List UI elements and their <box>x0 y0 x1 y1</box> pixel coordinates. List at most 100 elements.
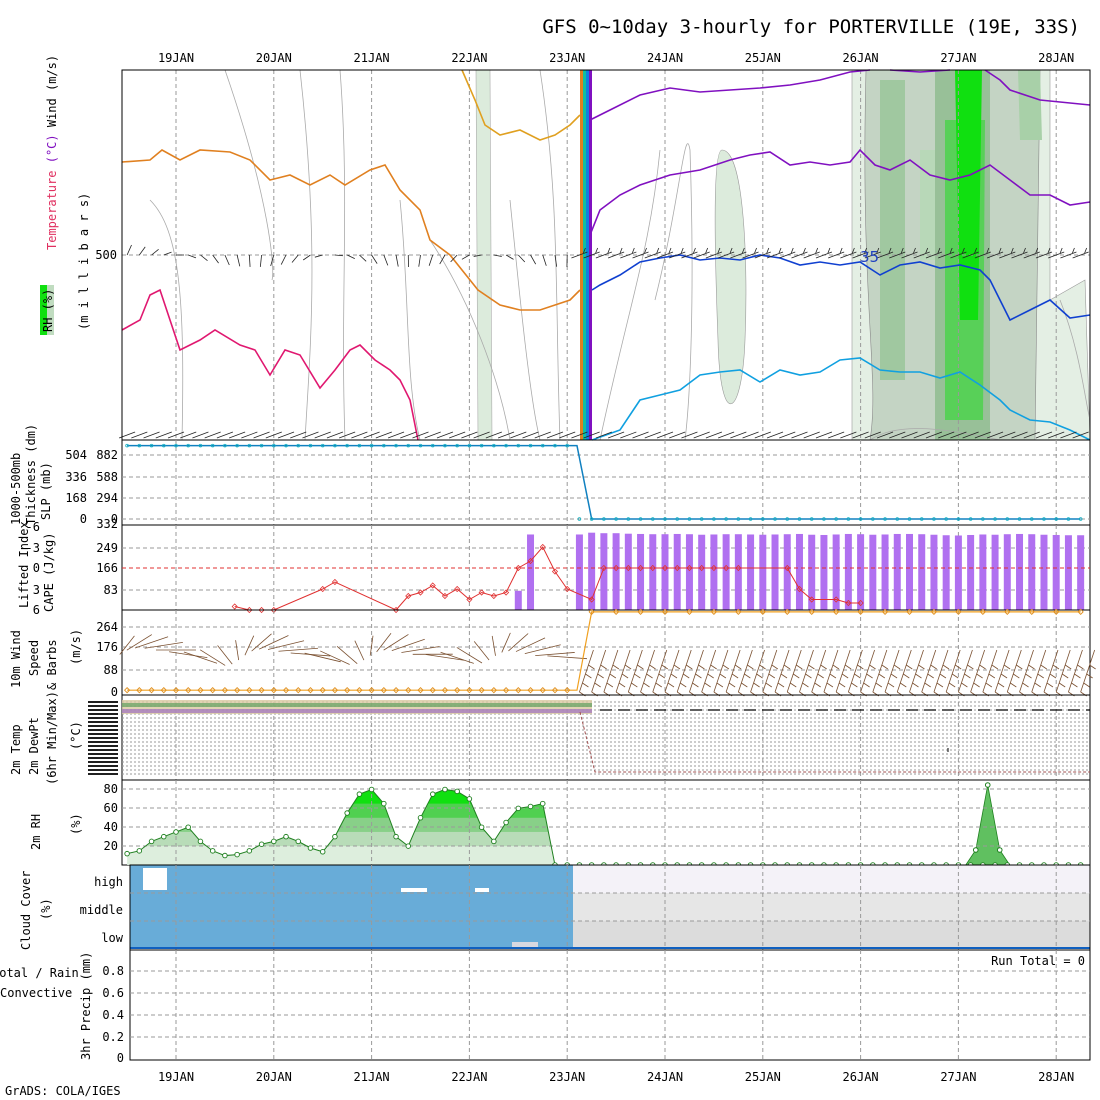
upper-wind-barb-feather <box>864 247 867 254</box>
upper-wind-barb <box>473 254 482 257</box>
cape-bar <box>600 533 608 610</box>
li-point <box>503 589 510 596</box>
lower-wind-barb <box>449 431 466 439</box>
upper-wind-barb-feather <box>644 247 647 254</box>
li-point <box>319 585 326 593</box>
slp-point <box>540 443 545 448</box>
wind-speed-point <box>515 687 522 694</box>
lower-wind-barb <box>534 431 551 439</box>
wind-barb-feather <box>979 664 986 670</box>
upper-wind-barb <box>754 251 771 259</box>
cloud-low-later <box>573 921 1090 948</box>
date-label-top: 20JAN <box>256 51 292 65</box>
wind-speed-point <box>356 687 363 694</box>
slp-point <box>492 443 496 448</box>
wind-barb <box>320 650 350 665</box>
temp2m-label-2: 2m DewPt <box>27 717 41 775</box>
wind-barb-feather <box>585 673 592 679</box>
cape-li-panel: -6 -3 0 3 6 332 249 166 83 Lifted Index CAPE (J… <box>17 517 1091 617</box>
wind-barb <box>1043 649 1059 693</box>
tick-label: 332 <box>96 517 118 531</box>
cape-bar <box>991 534 999 610</box>
upper-wind-barb <box>681 251 698 259</box>
date-label-top: 27JAN <box>940 51 976 65</box>
wind-barb-feather <box>618 682 626 688</box>
cape-bar <box>820 534 828 610</box>
rh2m-spike-point <box>984 782 991 788</box>
slp-point <box>968 517 973 521</box>
date-label-top: 21JAN <box>354 51 390 65</box>
temp2m-unit: (°C) <box>69 721 83 750</box>
slp-point <box>699 517 704 521</box>
wind-barb <box>945 649 961 693</box>
wind-speed-point <box>490 687 497 694</box>
upper-wind-barb <box>280 254 287 265</box>
upper-wind-barb <box>346 254 355 260</box>
cape-bar <box>954 535 962 610</box>
upper-y-labels: Temperature (°C) Wind (m/s) (m i l l i b… <box>40 55 91 335</box>
cape-bar <box>527 534 535 610</box>
wind-speed-point <box>417 687 424 694</box>
rh2m-point <box>124 850 130 857</box>
lower-wind-barb <box>522 431 539 439</box>
cape-bar <box>881 534 889 610</box>
wind-barb-feather <box>765 682 773 688</box>
slp-point <box>382 443 386 448</box>
rh2m-point <box>429 791 436 797</box>
lower-wind-barb <box>766 431 784 439</box>
upper-wind-barb <box>236 254 241 267</box>
rh2m-point <box>527 803 534 810</box>
tick-label: 83 <box>104 583 118 597</box>
upper-wind-barb <box>518 254 526 263</box>
slp-point <box>418 443 423 448</box>
wind-speed-point <box>1053 608 1060 615</box>
wind-barb <box>376 632 392 653</box>
lower-wind-barb <box>473 431 490 439</box>
upper-wind-barb <box>815 251 833 259</box>
wind-speed-point <box>466 687 473 694</box>
date-label-top: 22JAN <box>451 51 487 65</box>
slp-point <box>467 443 472 448</box>
slp-point <box>161 443 166 448</box>
upper-wind-barb-feather <box>839 247 843 254</box>
upper-wind-barb <box>791 251 808 259</box>
wind-barb <box>134 636 169 649</box>
upper-wind-barb-feather <box>741 247 745 254</box>
wind-barb-feather <box>817 673 824 679</box>
date-label-top: 26JAN <box>843 51 879 65</box>
wind-barb-feather <box>759 664 766 670</box>
slp-point <box>981 517 985 521</box>
lower-wind-barb <box>938 431 955 439</box>
wind-barb <box>811 649 827 693</box>
tick-label: -3 <box>26 541 40 555</box>
slp-point <box>785 517 790 521</box>
cloud-level-middle: middle <box>80 903 123 917</box>
lower-wind-barb <box>424 431 441 439</box>
wind-speed-point <box>258 687 265 694</box>
upper-wind-barb-feather <box>766 247 770 254</box>
lower-wind-barb <box>607 431 625 439</box>
tick-label: 0 <box>33 561 40 575</box>
lower-wind-barb <box>681 431 698 439</box>
slp-point <box>589 517 594 521</box>
cape-bar <box>942 535 950 610</box>
lower-wind-barb <box>791 431 808 439</box>
wind-barb <box>354 640 365 661</box>
slp-point <box>834 517 838 521</box>
lower-wind-barb <box>571 431 588 439</box>
upper-wind-barb-feather <box>913 247 916 254</box>
upper-wind-barb-feather <box>937 247 941 254</box>
lower-wind-barb <box>180 431 197 439</box>
tick-500: 500 <box>95 248 117 262</box>
wind-barb <box>725 649 741 693</box>
li-point <box>723 564 730 572</box>
slp-point <box>907 517 912 521</box>
cape-bar <box>734 534 742 610</box>
wind-barb <box>244 635 255 656</box>
cape-bar <box>967 534 975 610</box>
tick-label: 264 <box>96 620 118 634</box>
wind-barb <box>958 649 973 693</box>
wind-barb-feather <box>780 673 788 679</box>
cape-bar <box>514 590 522 610</box>
temp2m-panel: 2m Temp 2m DewPt (6hr Min/Max) (°C) <box>9 691 1091 785</box>
